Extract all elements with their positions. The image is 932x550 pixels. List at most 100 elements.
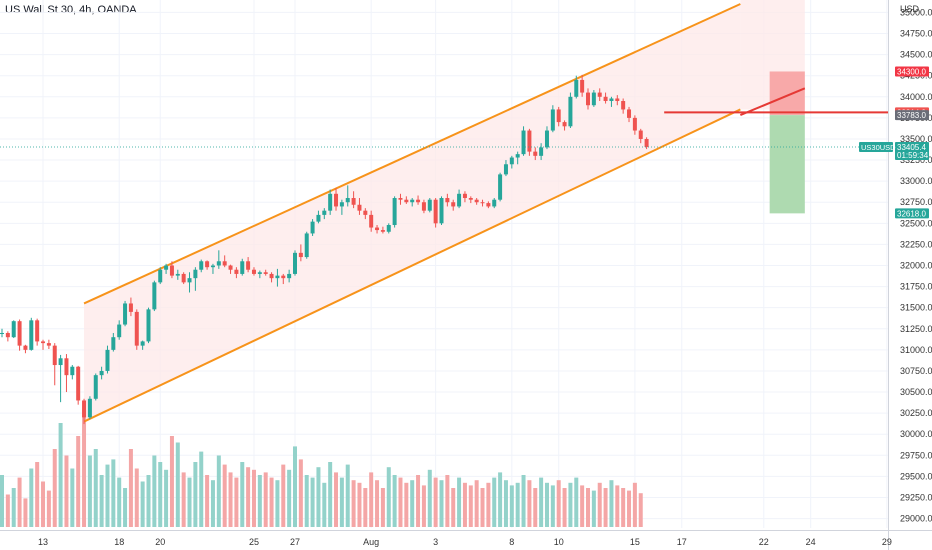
volume-bar bbox=[427, 469, 432, 527]
price-tick-label: 29000.00 bbox=[900, 514, 932, 524]
price-badge bbox=[895, 208, 929, 219]
volume-bar bbox=[41, 481, 46, 527]
volume-bar bbox=[480, 488, 485, 527]
candle-body bbox=[0, 332, 4, 334]
candle-body bbox=[416, 199, 421, 203]
candle-body bbox=[591, 92, 596, 106]
volume-bar bbox=[164, 469, 169, 527]
price-badge bbox=[895, 141, 929, 160]
candle-body bbox=[175, 273, 180, 276]
trend-line[interactable] bbox=[739, 87, 806, 117]
volume-bar bbox=[134, 468, 139, 527]
time-tick-label: 24 bbox=[806, 537, 816, 547]
candle-body bbox=[451, 202, 456, 207]
candle-body bbox=[105, 349, 110, 371]
volume-bar bbox=[234, 477, 239, 527]
channel-lower-line[interactable] bbox=[83, 108, 741, 423]
candle-body bbox=[398, 198, 403, 200]
price-tick-label: 30500.00 bbox=[900, 387, 932, 397]
volume-bar bbox=[76, 436, 81, 527]
volume-bar bbox=[498, 472, 503, 527]
volume-bar bbox=[310, 477, 315, 527]
price-tick-label: 32250.00 bbox=[900, 239, 932, 249]
candle-body bbox=[35, 320, 40, 342]
volume-bar bbox=[304, 475, 309, 527]
volume-bar bbox=[539, 477, 544, 527]
volume-bar bbox=[228, 472, 233, 527]
time-tick-label: 18 bbox=[114, 537, 124, 547]
price-tick-label: 31750.00 bbox=[900, 282, 932, 292]
candle-body bbox=[316, 214, 321, 222]
price-tick-label: 29750.00 bbox=[900, 450, 932, 460]
price-axis-unit: USD bbox=[900, 4, 920, 14]
candle-body bbox=[228, 265, 233, 270]
time-tick-label: 22 bbox=[759, 537, 769, 547]
volume-bar bbox=[117, 477, 122, 527]
candle-body bbox=[480, 202, 485, 204]
candle-body bbox=[82, 400, 87, 418]
volume-bar bbox=[199, 451, 204, 527]
candle-body bbox=[216, 261, 221, 266]
candle-body bbox=[293, 252, 297, 274]
volume-bar bbox=[363, 488, 368, 527]
channel-upper-line[interactable] bbox=[83, 3, 741, 305]
candle-body bbox=[562, 122, 567, 127]
volume-bar bbox=[586, 488, 590, 527]
candle-body bbox=[457, 193, 462, 207]
candle-body bbox=[52, 345, 57, 366]
volume-bar bbox=[486, 482, 491, 527]
price-tick-label: 29250.00 bbox=[900, 492, 932, 502]
volume-bar bbox=[562, 488, 567, 527]
volume-bar bbox=[328, 462, 333, 527]
candle-body bbox=[380, 230, 385, 232]
time-tick-label: 29 bbox=[882, 537, 892, 547]
volume-bar bbox=[316, 467, 321, 527]
volume-bar bbox=[580, 485, 585, 527]
price-tick-label: 31250.00 bbox=[900, 324, 932, 334]
candle-body bbox=[615, 98, 620, 102]
candle-body bbox=[421, 202, 426, 211]
time-tick-label: Aug bbox=[363, 537, 379, 547]
volume-bar bbox=[568, 482, 573, 527]
symbol-badge bbox=[859, 141, 893, 152]
price-tick-label: 32000.00 bbox=[900, 261, 932, 271]
time-tick-label: 25 bbox=[249, 537, 259, 547]
time-tick-label: 3 bbox=[433, 537, 438, 547]
volume-bar bbox=[439, 480, 444, 527]
candle-body bbox=[158, 269, 163, 283]
price-tick-label: 32500.00 bbox=[900, 218, 932, 228]
candle-body bbox=[269, 273, 274, 279]
volume-bar bbox=[597, 482, 602, 527]
price-badge-label: 33783.0 bbox=[897, 111, 926, 120]
volume-bar bbox=[269, 477, 274, 527]
volume-bar bbox=[64, 455, 69, 527]
candle-body bbox=[486, 203, 491, 207]
time-tick-label: 15 bbox=[630, 537, 640, 547]
take-profit-zone[interactable] bbox=[769, 115, 805, 214]
volume-bar bbox=[222, 464, 227, 527]
volume-bar bbox=[193, 462, 198, 527]
candle-body bbox=[621, 101, 626, 110]
stop-loss-zone[interactable] bbox=[769, 71, 805, 116]
volume-bar bbox=[123, 488, 128, 527]
candle-body bbox=[193, 269, 198, 279]
candle-body bbox=[351, 198, 356, 205]
candle-body bbox=[251, 269, 256, 274]
candle-body bbox=[597, 92, 602, 97]
candle-body bbox=[392, 198, 397, 226]
candle-body bbox=[410, 199, 415, 203]
candle-body bbox=[187, 278, 192, 283]
volume-bar bbox=[410, 480, 415, 527]
candle-body bbox=[498, 174, 503, 200]
volume-bar bbox=[246, 467, 251, 527]
time-tick-label: 10 bbox=[554, 537, 564, 547]
candle-body bbox=[556, 109, 561, 123]
price-tick-label: 31000.00 bbox=[900, 345, 932, 355]
volume-bar bbox=[87, 455, 92, 527]
candle-body bbox=[533, 151, 538, 156]
candle-body bbox=[492, 199, 497, 207]
volume-bar bbox=[169, 436, 174, 527]
volume-bar bbox=[351, 480, 356, 527]
candle-body bbox=[627, 109, 632, 118]
